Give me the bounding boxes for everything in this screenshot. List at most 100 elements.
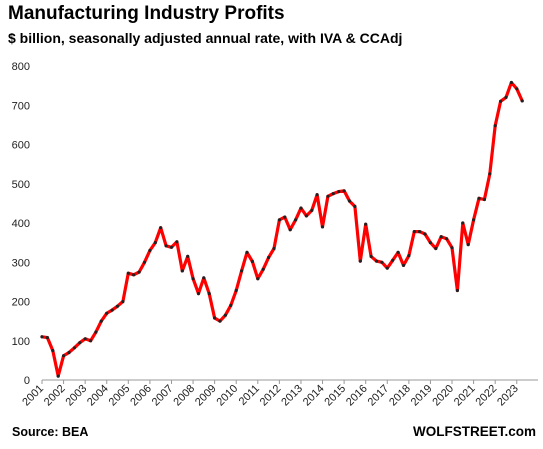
chart-subtitle: $ billion, seasonally adjusted annual ra… (8, 30, 403, 46)
data-point (418, 230, 422, 234)
data-point (434, 246, 438, 251)
data-point (515, 87, 519, 91)
data-point (261, 267, 265, 271)
data-point (164, 244, 168, 248)
data-point (385, 266, 389, 270)
data-point (477, 196, 481, 200)
data-point (267, 255, 271, 260)
series-line (40, 80, 524, 378)
data-point (115, 304, 120, 308)
y-tick-label: 300 (12, 257, 30, 269)
data-point (520, 99, 524, 103)
y-tick-label: 400 (12, 218, 30, 230)
x-tick-label: 2012 (258, 383, 284, 409)
data-point (407, 254, 411, 258)
data-point (412, 230, 416, 234)
data-point (256, 277, 260, 281)
data-point (299, 206, 303, 210)
data-point (67, 350, 71, 355)
x-tick-label: 2004 (85, 383, 111, 409)
data-point (342, 189, 346, 193)
x-tick-label: 2010 (215, 383, 241, 409)
y-axis: 0 100 200 300 400 500 600 700 800 (12, 61, 30, 387)
data-point (369, 254, 373, 258)
x-tick-label: 2014 (301, 383, 327, 409)
data-point (240, 269, 244, 273)
data-point (250, 259, 254, 264)
data-point (72, 346, 76, 350)
data-point (504, 95, 508, 99)
data-point (283, 215, 287, 219)
data-point (493, 124, 497, 128)
data-point (121, 299, 125, 304)
data-point (110, 308, 114, 312)
x-tick-label: 2005 (107, 383, 133, 409)
data-point (288, 228, 292, 232)
data-point (272, 246, 276, 251)
x-tick-label: 2019 (409, 383, 435, 409)
data-point (310, 208, 314, 212)
y-tick-label: 800 (12, 61, 30, 73)
data-point (358, 259, 362, 263)
data-point (331, 192, 335, 196)
data-point (218, 319, 222, 323)
y-tick-label: 0 (24, 375, 30, 387)
data-point (159, 226, 163, 230)
y-tick-label: 100 (12, 336, 30, 348)
data-point (148, 248, 152, 253)
data-point (401, 263, 406, 267)
x-tick-label: 2022 (474, 383, 500, 409)
data-point (99, 319, 103, 323)
data-point (455, 288, 459, 293)
data-point (142, 260, 147, 264)
x-tick-label: 2002 (42, 383, 68, 409)
data-point (105, 311, 109, 315)
data-point (445, 237, 449, 241)
x-tick-label: 2011 (237, 383, 262, 408)
data-point (461, 221, 465, 225)
data-point (40, 335, 44, 339)
data-point (396, 250, 400, 254)
data-point (337, 190, 341, 194)
x-tick-label: 2006 (128, 383, 154, 409)
y-tick-label: 700 (12, 100, 30, 112)
plot-area (40, 80, 524, 378)
data-point (353, 204, 357, 209)
data-point (294, 218, 298, 222)
brand-watermark: WOLFSTREET.com (412, 424, 536, 439)
data-point (126, 271, 130, 275)
data-point (175, 240, 179, 244)
data-point (320, 225, 325, 229)
data-point (450, 246, 454, 250)
data-point (89, 339, 93, 343)
data-point (202, 276, 206, 280)
x-tick-label: 2013 (279, 383, 305, 409)
data-point (191, 277, 195, 281)
data-point (169, 245, 174, 249)
data-point (304, 214, 308, 218)
data-point (439, 235, 443, 239)
data-point (83, 337, 87, 341)
data-point (326, 194, 330, 198)
data-point (482, 197, 486, 202)
x-axis: 2001200220032004200520062007200820092010… (20, 379, 538, 409)
data-point (374, 259, 379, 263)
data-point (509, 80, 513, 85)
data-point (488, 172, 492, 176)
x-tick-label: 2015 (322, 383, 348, 409)
data-point (180, 269, 184, 273)
data-point (428, 241, 432, 245)
data-point (315, 193, 319, 197)
data-point (391, 258, 395, 262)
y-tick-label: 200 (12, 297, 30, 309)
data-point (347, 199, 352, 203)
data-point (213, 316, 217, 320)
x-tick-label: 2017 (366, 383, 392, 409)
x-tick-label: 2023 (495, 383, 521, 409)
data-point (423, 232, 427, 236)
data-point (132, 273, 136, 277)
x-tick-label: 2016 (344, 383, 370, 409)
data-point (245, 250, 249, 254)
data-point (196, 292, 201, 296)
